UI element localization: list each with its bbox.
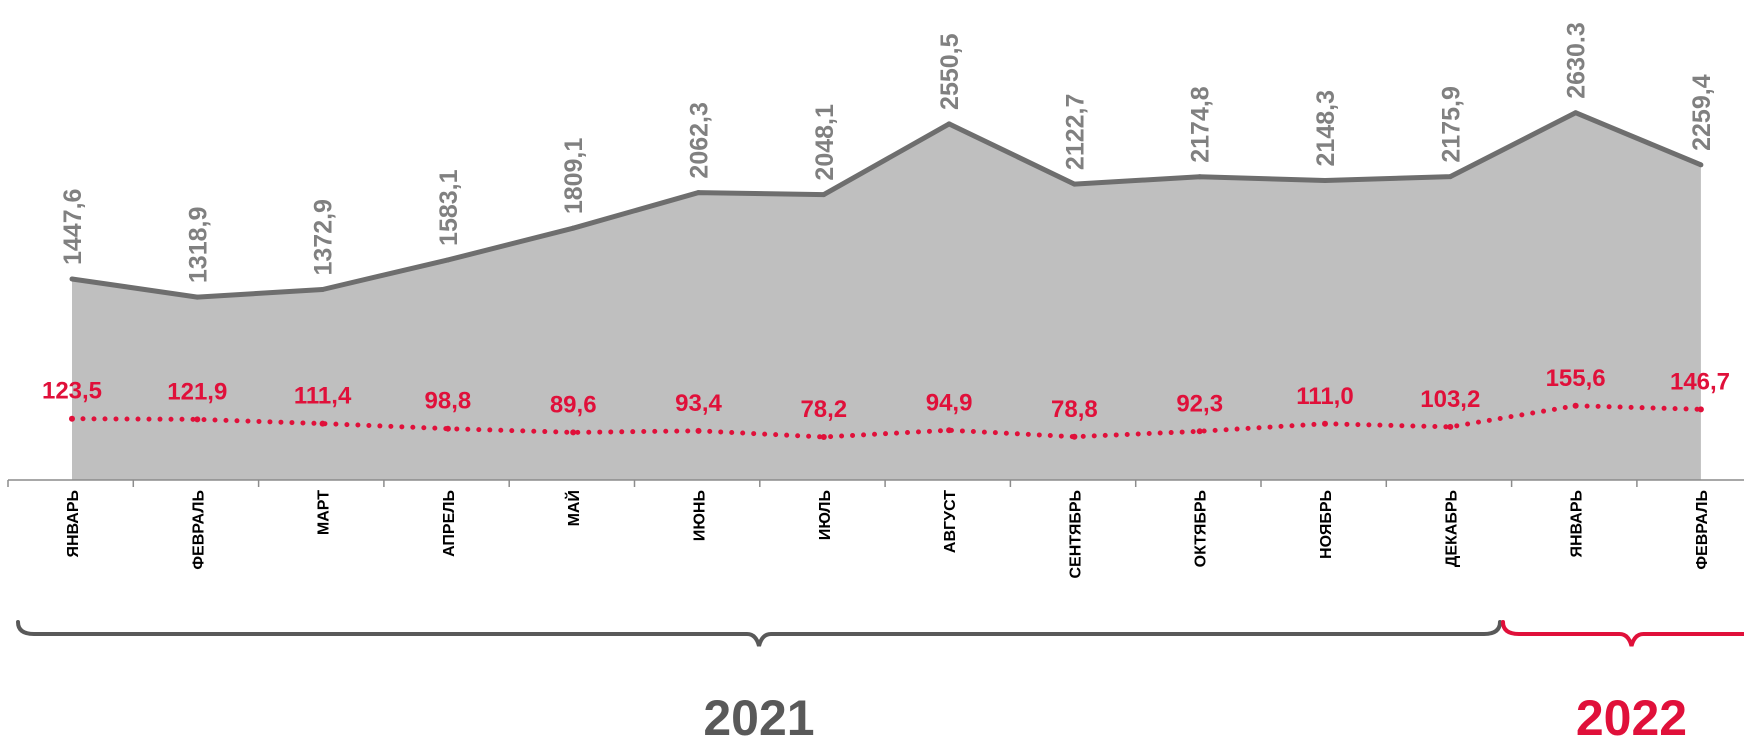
x-tick-label: ФЕВРАЛЬ <box>1694 490 1711 570</box>
dotted-data-label: 94,9 <box>926 389 973 416</box>
x-axis: ЯНВАРЬ ФЕВРАЛЬ МАРТ АПРЕЛЬ МАЙ ИЮНЬ ИЮЛЬ АВГУСТ… <box>7 479 1744 579</box>
dotted-data-label: 78,2 <box>800 396 847 423</box>
area-point <box>1197 174 1203 180</box>
area-data-label: 2148,3 <box>1312 90 1340 166</box>
x-tick-label: МАЙ <box>564 490 583 526</box>
area-data-label: 1809,1 <box>560 138 588 215</box>
area-point <box>696 190 701 196</box>
x-tick-label: ФЕВРАЛЬ <box>190 490 207 570</box>
area-point <box>69 276 75 282</box>
x-tick-label: ЯНВАРЬ <box>65 490 82 558</box>
dotted-series-point <box>820 434 827 440</box>
area-data-label: 2062,3 <box>686 102 714 178</box>
x-tick-label: ИЮНЬ <box>692 490 709 541</box>
area-data-label: 2122,7 <box>1061 94 1089 170</box>
x-tick-label: АПРЕЛЬ <box>441 490 458 557</box>
area-line <box>71 110 1702 300</box>
area-point <box>1322 177 1328 183</box>
area-data-label: 1372,9 <box>310 199 338 275</box>
dotted-data-label: 123,5 <box>42 378 102 405</box>
x-tick-label: ОКТЯБРЬ <box>1193 490 1210 567</box>
dotted-data-label: 155,6 <box>1546 365 1606 392</box>
area-data-label: 2630.3 <box>1563 22 1591 98</box>
dotted-series-point <box>1447 423 1454 430</box>
dotted-series-line <box>69 403 1704 440</box>
area-data-label: 2175,9 <box>1437 86 1465 162</box>
dotted-data-label: 103,2 <box>1420 386 1480 413</box>
dotted-line-layer <box>69 402 1704 440</box>
dotted-series-point <box>1572 402 1579 409</box>
area-point <box>570 225 576 231</box>
area-point <box>1071 181 1077 187</box>
x-tick-label: ЯНВАРЬ <box>1569 490 1586 558</box>
year-brace <box>16 620 1502 647</box>
dotted-data-label: 146,7 <box>1670 368 1730 395</box>
area-point <box>1573 110 1579 116</box>
area-point <box>821 192 827 198</box>
dotted-data-label: 111,0 <box>1296 383 1353 410</box>
x-tick-label: ДЕКАБРЬ <box>1443 490 1460 567</box>
dotted-series-point <box>444 425 451 432</box>
dotted-series-point <box>570 429 577 436</box>
x-tick-label: СЕНТЯБРЬ <box>1067 490 1084 579</box>
area-layer <box>69 110 1704 481</box>
dotted-data-label: 78,8 <box>1051 396 1098 423</box>
year-brace <box>1501 620 1744 647</box>
area-point <box>1447 174 1453 180</box>
year-groups: 2021 2022 <box>16 620 1744 741</box>
dotted-data-label: 111,4 <box>294 383 352 410</box>
area-data-label: 1447,6 <box>59 189 87 265</box>
area-data-label: 2048,1 <box>811 104 839 181</box>
x-tick-label: ИЮЛЬ <box>817 490 834 540</box>
dotted-series-point <box>1071 433 1078 440</box>
area-point <box>445 257 451 263</box>
dotted-series-point <box>1697 406 1704 413</box>
year-label: 2022 <box>1576 690 1687 741</box>
area-data-label: 2550,5 <box>936 33 964 110</box>
area-point <box>320 287 326 293</box>
area-data-label: 2259,4 <box>1688 74 1716 151</box>
x-tick-label: МАРТ <box>316 490 333 535</box>
dotted-data-label: 121,9 <box>167 378 227 405</box>
dotted-data-label: 89,6 <box>550 391 597 418</box>
dotted-data-label: 92,3 <box>1176 390 1223 417</box>
dotted-series-point <box>1196 428 1203 435</box>
dotted-data-label: 98,8 <box>425 388 472 415</box>
area-point <box>194 294 200 300</box>
area-point <box>946 121 952 127</box>
dotted-series-point <box>69 415 75 422</box>
x-tick-label: НОЯБРЬ <box>1318 490 1335 559</box>
dotted-series-point <box>194 416 201 423</box>
area-fill <box>72 112 1701 481</box>
dotted-series-point <box>946 427 953 434</box>
area-point <box>1698 162 1704 168</box>
year-label: 2021 <box>703 690 814 741</box>
dotted-series-point <box>319 420 326 427</box>
area-data-label: 1583,1 <box>435 169 463 246</box>
area-data-label: 2174,8 <box>1187 86 1215 163</box>
area-data-label: 1318,9 <box>184 207 212 283</box>
dotted-data-label: 93,4 <box>675 390 722 417</box>
dotted-series-point <box>695 427 702 434</box>
dotted-series-point <box>1322 420 1328 427</box>
labels-layer: 1447,6 1318,9 1372,9 1583,1 1809,1 2062,3 2048… <box>42 22 1730 423</box>
x-tick-label: АВГУСТ <box>942 490 959 553</box>
